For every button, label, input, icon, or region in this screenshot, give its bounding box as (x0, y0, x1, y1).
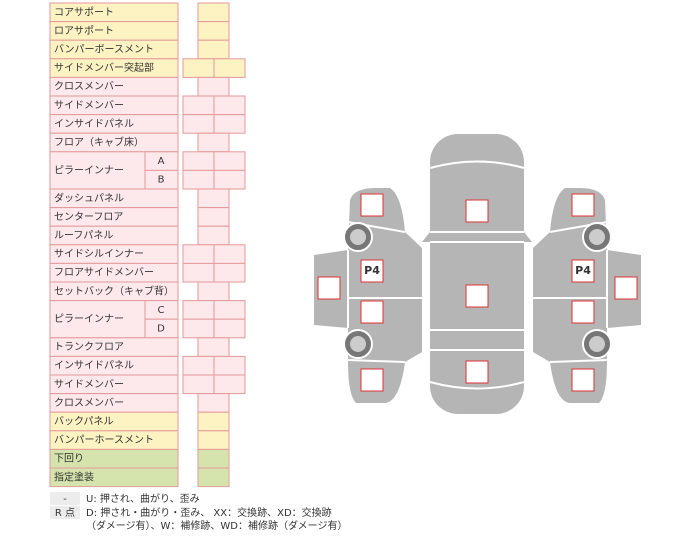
check-box (197, 411, 230, 432)
part-label: サイドシルインナー (54, 248, 144, 260)
part-label: バンパーボースメント (54, 44, 154, 56)
sub-label: C (158, 305, 165, 316)
check-box (197, 2, 230, 23)
part-label: サイドメンバー (54, 378, 124, 390)
check-box (182, 169, 215, 190)
part-label: 指定塗装 (54, 470, 94, 483)
part-label: インサイドパネル (54, 118, 134, 130)
check-box (213, 95, 246, 116)
check-box (182, 374, 215, 395)
check-box (197, 430, 230, 450)
legend-text: U: 押され、曲がり、歪み (86, 492, 200, 505)
check-box (182, 300, 215, 320)
part-cell (49, 467, 179, 488)
check-box (213, 244, 246, 264)
check-box (213, 318, 246, 339)
body-lines (429, 160, 525, 390)
part-label: サイドメンバー突起部 (54, 61, 154, 74)
check-box (197, 188, 230, 209)
position-label: P4 (364, 264, 380, 277)
check-box (197, 39, 230, 60)
sub-label: A (158, 156, 165, 167)
part-label: バンパーホースメント (54, 434, 154, 446)
part-label: クロスメンバー (54, 397, 124, 409)
check-box (182, 318, 215, 339)
check-box (213, 300, 246, 320)
car-diagram: P4 P4 (314, 134, 642, 414)
check-box (197, 225, 230, 246)
check-box (197, 448, 230, 469)
panel-box (465, 199, 489, 223)
sub-label: B (158, 175, 165, 186)
check-box (213, 374, 246, 395)
side-view (314, 188, 422, 403)
check-box (182, 355, 215, 376)
part-label: ピラーインナー (54, 164, 124, 176)
check-box (182, 114, 215, 134)
check-box (182, 95, 215, 116)
part-label: ルーフパネル (54, 230, 113, 242)
check-box (197, 467, 230, 488)
legend-text: （ダメージ有）、W：補修跡、WD：補修跡（ダメージ有） (86, 519, 347, 532)
legend-key: R 点 (55, 507, 75, 519)
legend-key: - (63, 494, 67, 505)
check-box (182, 58, 215, 78)
car-body (430, 134, 524, 414)
part-label: セットバック（キャブ背） (54, 284, 174, 297)
part-label: コアサポート (54, 6, 114, 18)
legend-text: D: 押され・曲がり・歪み、 XX：交換跡、XD：交換跡 (86, 506, 332, 519)
part-label: クロスメンバー (54, 81, 124, 93)
check-box (197, 393, 230, 413)
part-label: ロアサポート (54, 25, 114, 37)
check-box (197, 207, 230, 227)
check-box (182, 262, 215, 283)
part-label: バックパネル (54, 416, 114, 428)
check-box (213, 114, 246, 134)
part-label: 下回り (54, 453, 84, 465)
check-box (197, 337, 230, 357)
check-box (197, 76, 230, 97)
check-box (213, 58, 246, 78)
check-box (213, 262, 246, 283)
check-box (182, 151, 215, 171)
panel-box (465, 360, 489, 384)
part-label: インサイドパネル (54, 360, 134, 372)
check-box (213, 355, 246, 376)
part-label: フロア（キャブ床） (54, 136, 144, 149)
part-label: ダッシュパネル (54, 191, 124, 204)
check-box (197, 21, 230, 41)
legend-key-box (50, 506, 80, 519)
part-label: トランクフロア (54, 341, 124, 353)
sub-label: D (157, 324, 165, 335)
legend-key-box (50, 492, 80, 505)
part-label: センターフロア (54, 211, 123, 223)
position-label: P4 (575, 264, 591, 277)
side-view-mirror (532, 187, 642, 404)
check-box (213, 169, 246, 190)
check-box (197, 281, 230, 302)
check-box (213, 151, 246, 171)
part-label: サイドメンバー (54, 99, 124, 111)
check-box (197, 132, 230, 153)
part-label: ピラーインナー (54, 313, 124, 325)
check-box (182, 244, 215, 264)
panel-box (465, 284, 489, 308)
part-cell (49, 300, 146, 339)
part-label: フロアサイドメンバー (54, 267, 154, 279)
